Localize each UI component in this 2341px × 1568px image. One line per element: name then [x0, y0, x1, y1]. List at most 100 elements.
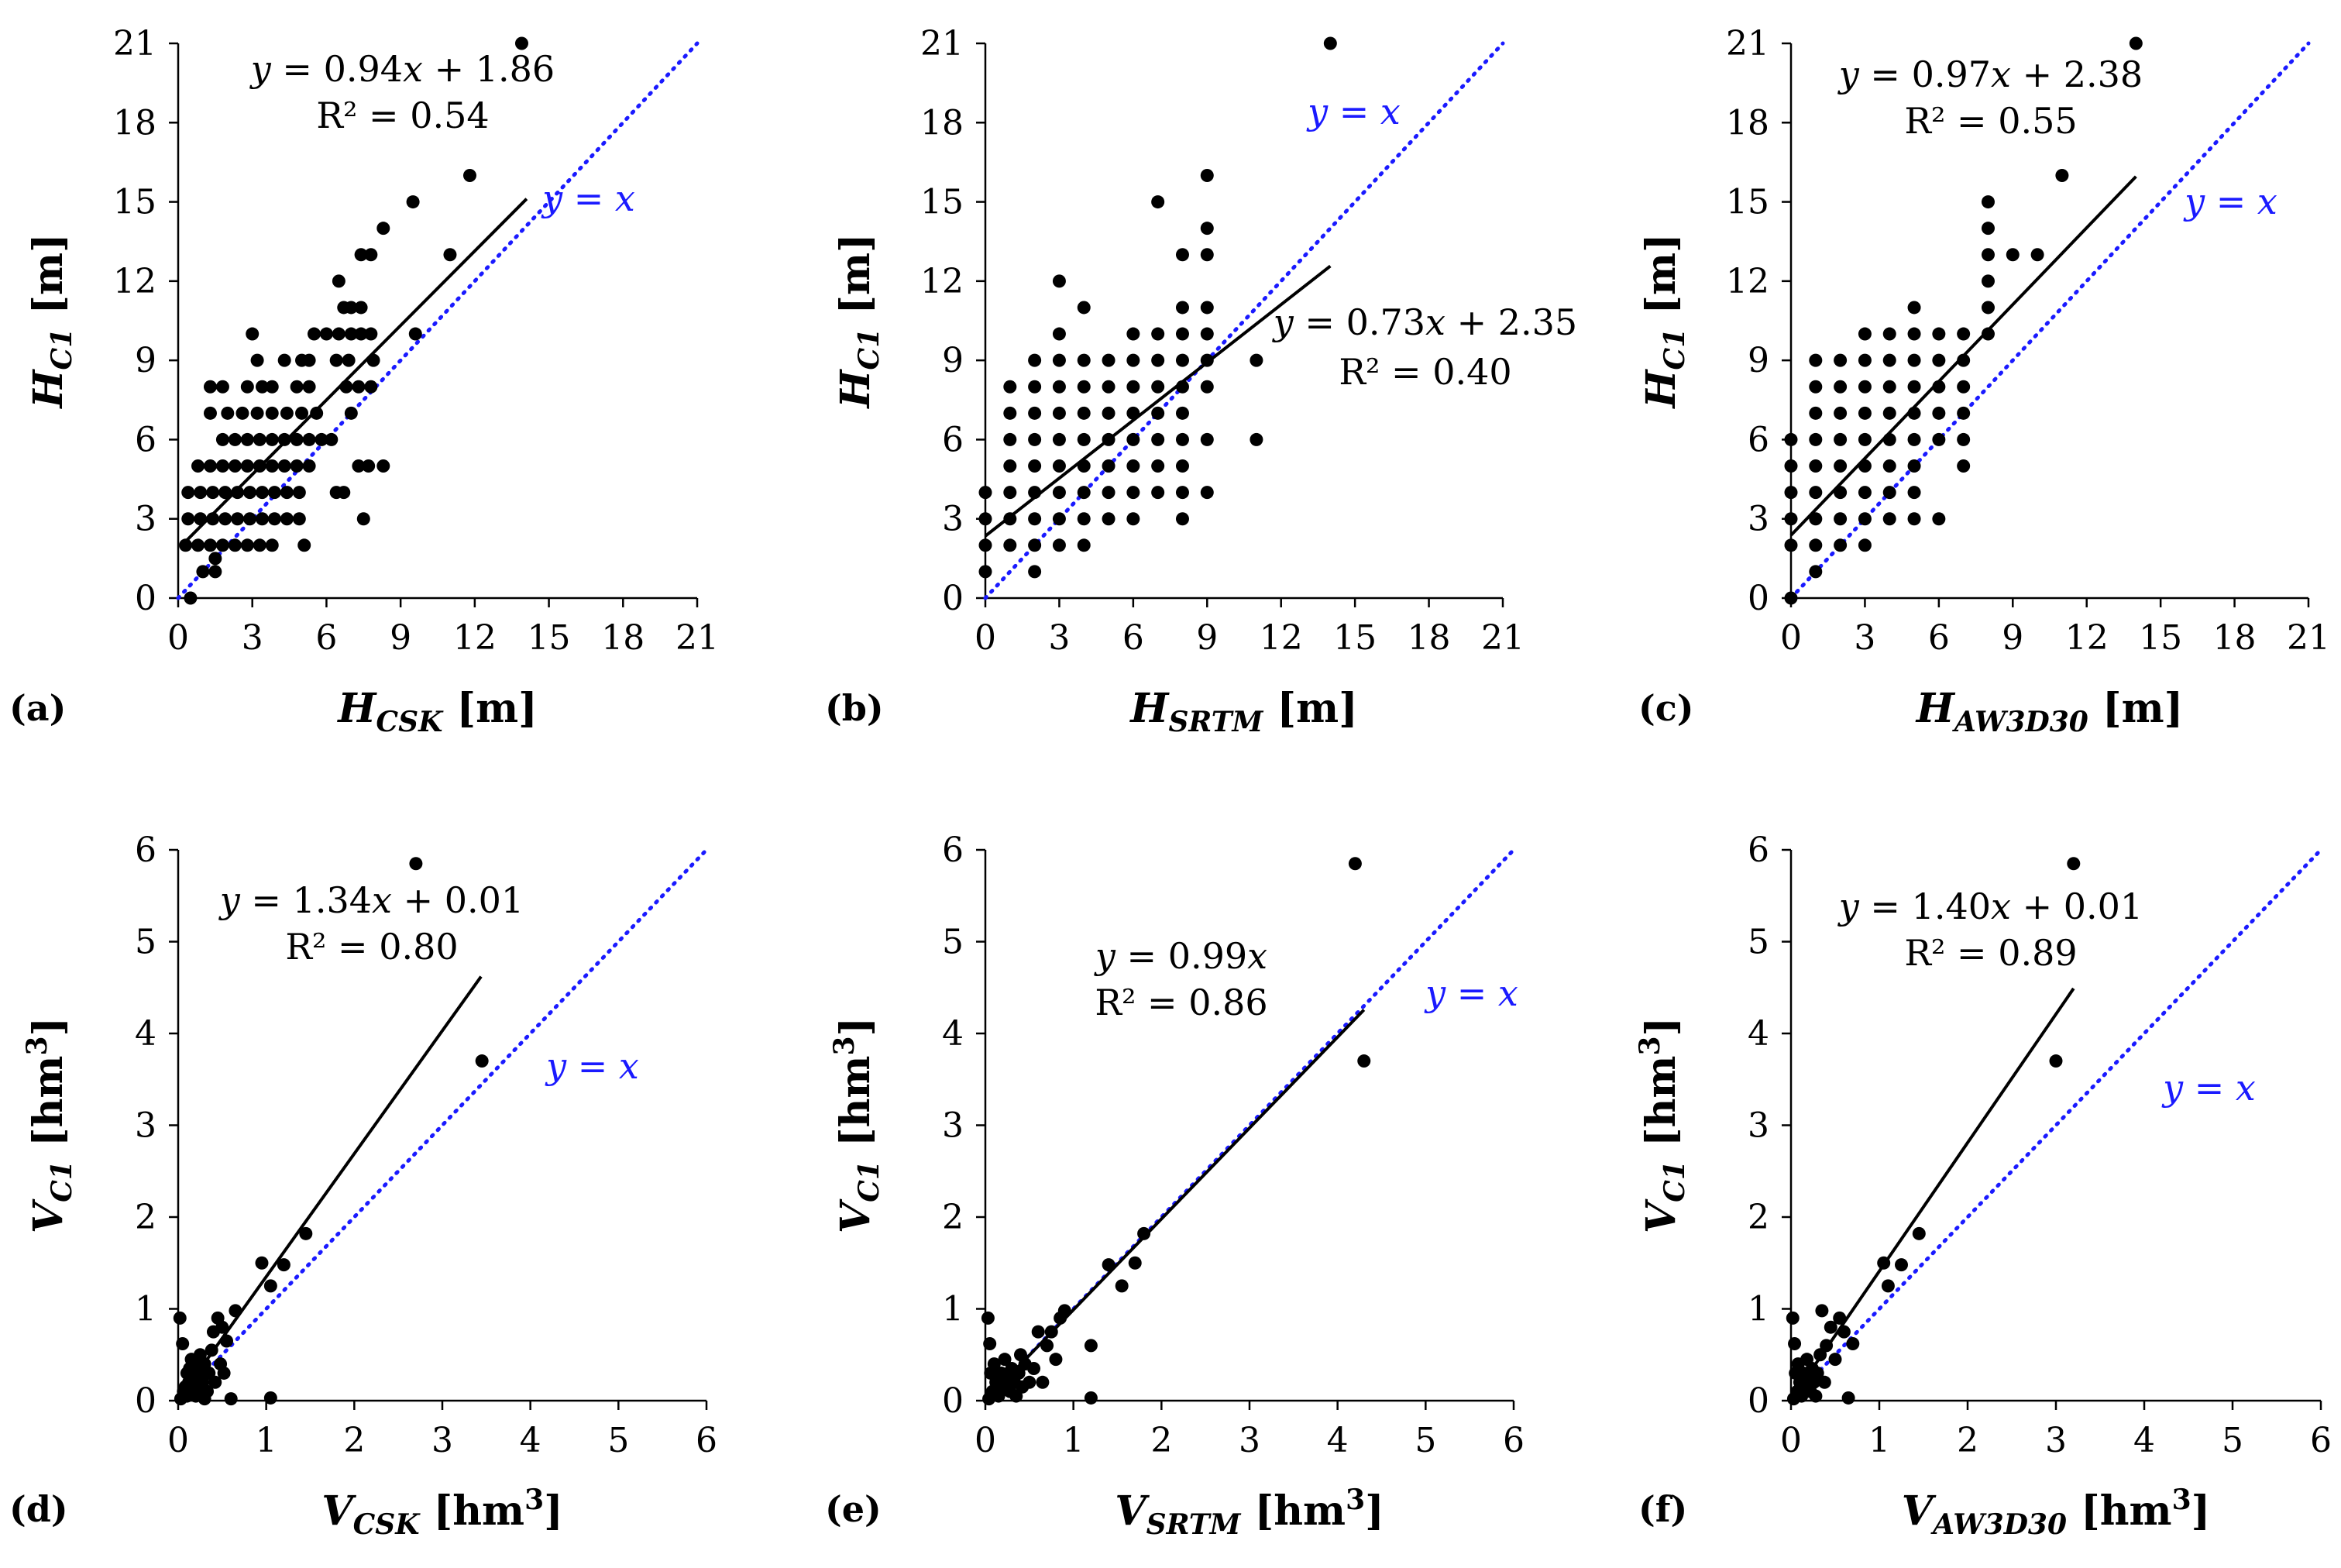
y-tick-label: 0: [942, 579, 964, 618]
data-point: [1858, 327, 1872, 341]
y-tick-label: 6: [942, 420, 964, 459]
data-point: [1128, 1256, 1142, 1270]
data-point: [215, 538, 229, 552]
data-point: [1052, 327, 1066, 341]
y-tick-label: 6: [1748, 420, 1769, 459]
data-point: [224, 1392, 238, 1406]
y-tick-label: 3: [1748, 500, 1769, 539]
data-point: [208, 1375, 222, 1389]
data-point: [265, 432, 279, 446]
x-tick-label: 12: [2065, 618, 2109, 658]
panel-f: 0 1 2 3 4 5 6 0 1 2 3 4 5 6 y = 1.40x + 0.01 R² = 0.89 y…: [1634, 830, 2332, 1541]
y-tick-label: 15: [1726, 183, 1769, 222]
data-point: [1784, 486, 1798, 500]
data-point: [1077, 380, 1091, 394]
data-point: [978, 565, 992, 579]
data-point: [1175, 353, 1189, 367]
data-point: [1175, 380, 1189, 394]
y-tick-label: 4: [942, 1014, 964, 1054]
data-point: [1084, 1391, 1098, 1405]
data-point: [1981, 274, 1995, 288]
data-point: [1981, 195, 1995, 209]
data-point: [1126, 432, 1140, 446]
data-point: [1028, 565, 1042, 579]
y-tick-label: 4: [135, 1014, 156, 1054]
data-point: [1175, 248, 1189, 262]
data-point: [462, 168, 476, 182]
x-tick-label: 21: [2287, 618, 2330, 658]
identity-line-label: y = x: [545, 1045, 639, 1087]
data-point: [1102, 512, 1115, 526]
data-point: [1052, 486, 1066, 500]
y-axis-label: VC1 [hm3]: [21, 1017, 78, 1233]
x-axis-label: HCSK [m]: [336, 685, 537, 738]
y-tick-label: 21: [113, 24, 156, 64]
y-tick-label: 0: [1748, 579, 1769, 618]
data-point: [1102, 353, 1115, 367]
data-point: [2067, 857, 2081, 871]
data-point: [302, 380, 316, 394]
data-point: [1052, 512, 1066, 526]
data-point: [277, 432, 291, 446]
data-point: [203, 459, 217, 473]
data-point: [1151, 432, 1165, 446]
data-point: [339, 380, 353, 394]
y-tick-label: 15: [113, 183, 156, 222]
x-tick-label: 6: [696, 1421, 717, 1460]
data-point: [1175, 432, 1189, 446]
data-point: [981, 1311, 995, 1325]
data-point: [176, 1337, 190, 1351]
data-point: [1882, 406, 1896, 420]
data-point: [310, 406, 324, 420]
data-point: [1102, 380, 1115, 394]
data-point: [1809, 406, 1823, 420]
data-point: [1126, 459, 1140, 473]
y-axis-label: VC1 [hm3]: [828, 1017, 885, 1233]
data-point: [203, 406, 217, 420]
x-tick-label: 6: [2310, 1421, 2332, 1460]
x-tick-label: 0: [1780, 618, 1802, 658]
data-point: [1003, 432, 1017, 446]
data-point: [263, 1391, 277, 1405]
data-point: [376, 222, 390, 236]
data-point: [302, 459, 316, 473]
data-point: [1907, 406, 1921, 420]
data-point: [228, 432, 242, 446]
data-point: [354, 327, 368, 341]
scatter-points: [173, 857, 489, 1406]
y-tick-label: 12: [920, 262, 964, 301]
data-point: [1824, 1320, 1837, 1334]
x-tick-label: 3: [431, 1421, 453, 1460]
data-point: [1028, 538, 1042, 552]
r-squared-label: R² = 0.55: [1904, 100, 2077, 142]
data-point: [1137, 1226, 1151, 1240]
x-tick-label: 21: [675, 618, 719, 658]
panel-tag: (d): [9, 1488, 68, 1530]
data-point: [217, 1366, 231, 1380]
data-point: [302, 432, 316, 446]
data-point: [1907, 327, 1921, 341]
data-point: [364, 327, 378, 341]
data-point: [203, 380, 217, 394]
data-point: [1200, 380, 1214, 394]
data-point: [1126, 486, 1140, 500]
data-point: [1049, 1353, 1063, 1367]
identity-line-label: y = x: [2183, 181, 2277, 222]
data-point: [1858, 459, 1872, 473]
y-tick-label: 12: [113, 262, 156, 301]
data-point: [1102, 1258, 1115, 1272]
y-tick-label: 6: [135, 420, 156, 459]
data-point: [998, 1353, 1012, 1367]
data-point: [208, 565, 222, 579]
data-point: [319, 327, 333, 341]
data-point: [1003, 512, 1017, 526]
panel-tag: (b): [825, 687, 884, 729]
data-point: [1932, 406, 1946, 420]
data-point: [1077, 432, 1091, 446]
data-point: [356, 512, 370, 526]
data-point: [1348, 857, 1362, 871]
data-point: [1126, 406, 1140, 420]
x-tick-label: 6: [1503, 1421, 1525, 1460]
data-point: [1834, 380, 1848, 394]
data-point: [1809, 486, 1823, 500]
